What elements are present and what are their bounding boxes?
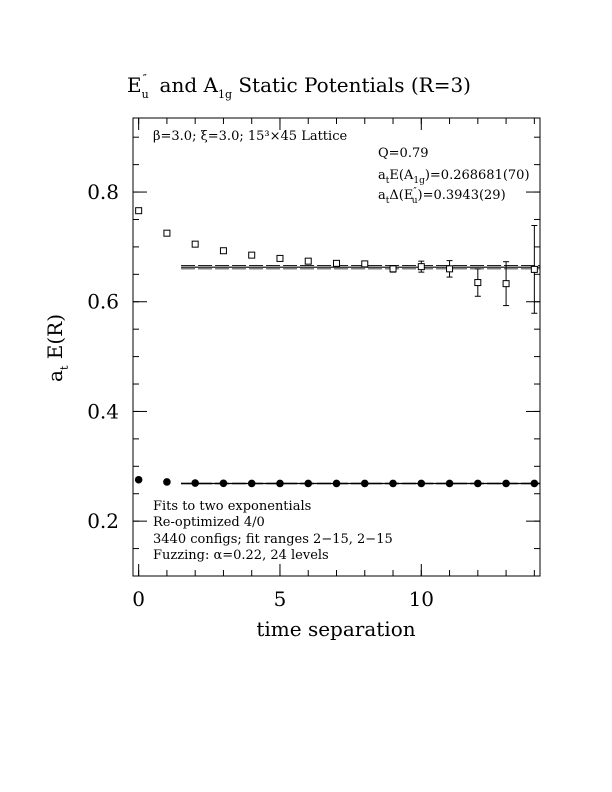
data-point-square (474, 279, 482, 287)
data-point-circle (191, 479, 199, 487)
y-label-rest: E(R) (43, 314, 67, 359)
x-tick-label: 10 (409, 587, 434, 611)
note-reoptimized: Re-optimized 4/0 (153, 515, 265, 530)
data-point-circle (276, 479, 284, 488)
title-rest: Static Potentials (R=3) (238, 73, 471, 97)
data-point-square (163, 229, 171, 237)
x-tick-label: 5 (274, 587, 287, 611)
data-point-square (417, 263, 425, 271)
title-mid: and A (160, 73, 219, 97)
data-point-circle (360, 479, 369, 488)
note-fuzzing: Fuzzing: α=0.22, 24 levels (153, 548, 329, 563)
data-point-square (135, 207, 143, 215)
lattice-size: 15³×45 (248, 129, 297, 144)
note-configs: 3440 configs; fit ranges 2−15, 2−15 (153, 532, 393, 547)
data-point-square (276, 254, 284, 262)
title-a-sub: 1g (218, 88, 232, 101)
y-tick-label: 0.4 (87, 399, 119, 423)
data-point-square (389, 265, 397, 273)
gap-annotation: atΔ(E″ u)=0.3943(29) (378, 187, 506, 206)
data-point-circle (417, 479, 426, 488)
data-point-circle (474, 479, 482, 488)
data-point-square (191, 240, 199, 248)
data-point-circle (247, 479, 256, 488)
data-point-circle (502, 479, 510, 488)
data-point-circle (332, 479, 341, 488)
y-label-a: a (43, 370, 67, 382)
y-tick-label: 0.2 (87, 509, 119, 533)
title-e-sup: ″ (143, 72, 147, 85)
data-point-square (248, 251, 256, 259)
note-two-exponentials: Fits to two exponentials (153, 499, 311, 514)
title-e-symbol: E (127, 73, 142, 97)
data-point-square (333, 259, 340, 267)
data-point-square (446, 265, 454, 273)
title-e-sub: u (142, 88, 149, 101)
data-point-square (361, 260, 369, 268)
data-point-square (502, 280, 510, 288)
y-axis-label: at E(R) (43, 314, 71, 382)
data-point-square (530, 265, 538, 273)
lattice-annotation: β=3.0; ξ=3.0; 15³×45 Lattice (153, 129, 347, 144)
data-point-circle (304, 479, 313, 488)
q-annotation: Q=0.79 (378, 146, 429, 161)
data-point-square (304, 257, 312, 265)
x-tick-label: 0 (132, 587, 145, 611)
data-point-circle (530, 479, 539, 488)
data-point-circle (219, 479, 228, 488)
data-point-square (219, 247, 227, 255)
energy-annotation: atE(A1g)=0.268681(70) (378, 168, 530, 186)
data-point-circle (389, 479, 397, 488)
data-point-circle (445, 479, 454, 488)
y-tick-label: 0.8 (87, 180, 119, 204)
y-label-sub: t (58, 365, 71, 370)
chart-title: Eu ″ and A1g Static Potentials (R=3) (127, 72, 471, 101)
lattice-word: Lattice (301, 129, 347, 144)
data-marks (134, 207, 539, 488)
axis-ticks: 0 5 10 0.2 0.4 0.6 0.8 (87, 118, 540, 611)
lattice-beta: β=3.0; (153, 129, 196, 144)
fit-lines (181, 265, 540, 485)
data-point-circle (163, 478, 171, 486)
data-point-circle (134, 475, 143, 484)
lattice-xi: ξ=3.0; (201, 129, 244, 144)
y-tick-label: 0.6 (87, 290, 119, 314)
x-axis-label: time separation (256, 617, 415, 641)
